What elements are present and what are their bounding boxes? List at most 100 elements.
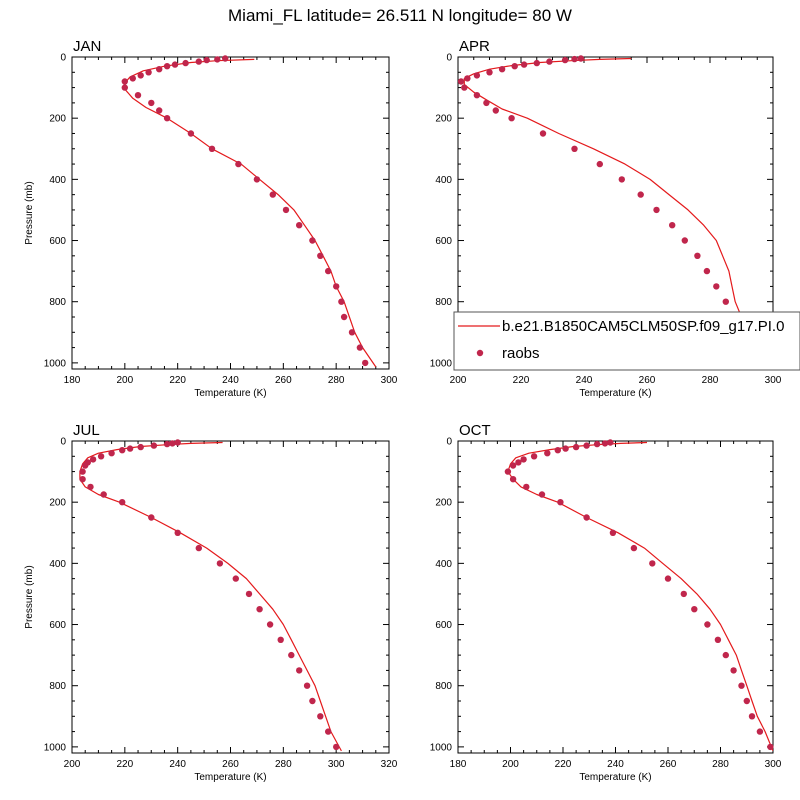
raobs-point	[498, 66, 506, 73]
x-tick-label: 240	[607, 759, 624, 770]
raobs-point	[156, 66, 163, 73]
raobs-point	[174, 529, 181, 536]
raobs-point	[309, 237, 316, 244]
legend-model-label: b.e21.B1850CAM5CLM50SP.f09_g17.PI.0	[502, 318, 784, 335]
raobs-point	[618, 176, 625, 183]
raobs-point	[533, 59, 540, 67]
y-tick-label: 600	[49, 236, 66, 247]
y-tick-label: 600	[435, 236, 452, 247]
raobs-point	[713, 283, 720, 290]
raobs-point	[195, 544, 202, 552]
legend-obs-label: raobs	[502, 345, 540, 362]
x-tick-label: 220	[169, 375, 186, 386]
x-tick-label: 200	[116, 375, 133, 386]
panel-oct: 180 200 220 240 260 280 300 0 200 400 600 800 1000 OC…	[430, 422, 782, 783]
x-axis-label: Temperature (K)	[194, 772, 266, 783]
raobs-point	[703, 267, 711, 275]
raobs-point	[577, 55, 585, 62]
raobs-point	[232, 575, 239, 582]
panel-label: OCT	[459, 422, 491, 439]
raobs-point	[538, 491, 546, 498]
x-tick-label: 220	[555, 759, 572, 770]
raobs-point	[756, 728, 764, 735]
raobs-point	[325, 728, 332, 735]
y-tick-label: 400	[49, 175, 66, 186]
panel-apr: 200 220 240 260 280 300 0 200 400 600 800 1000 APR Te…	[430, 38, 800, 399]
y-tick-label: 400	[435, 175, 452, 186]
raobs-point	[557, 499, 564, 506]
raobs-point	[288, 651, 295, 659]
raobs-point	[546, 58, 553, 65]
raobs-point	[464, 75, 471, 82]
raobs-point	[520, 61, 528, 68]
raobs-point	[583, 442, 590, 449]
legend-box	[453, 311, 800, 371]
raobs-point	[664, 575, 672, 582]
raobs-point	[601, 440, 609, 447]
raobs-point	[704, 621, 711, 628]
raobs-point	[362, 359, 369, 367]
raobs-point	[348, 329, 356, 336]
x-tick-label: 260	[275, 375, 292, 386]
x-tick-label: 320	[381, 759, 398, 770]
raobs-point	[714, 636, 722, 643]
raobs-point	[266, 621, 274, 628]
x-tick-label: 280	[702, 375, 719, 386]
raobs-point	[508, 115, 515, 122]
legend-obs-swatch	[476, 349, 484, 357]
raobs-point	[171, 61, 179, 68]
x-tick-label: 200	[502, 759, 519, 770]
raobs-point	[637, 191, 644, 198]
raobs-point	[554, 447, 561, 454]
x-tick-label: 220	[116, 759, 133, 770]
x-tick-label: 260	[639, 375, 656, 386]
raobs-point	[572, 443, 580, 451]
raobs-point	[174, 439, 181, 446]
raobs-point	[269, 191, 276, 198]
raobs-point	[530, 453, 538, 460]
raobs-point	[767, 743, 774, 751]
raobs-point	[743, 697, 750, 705]
raobs-point	[282, 206, 290, 214]
y-tick-label: 0	[60, 437, 66, 448]
raobs-point	[730, 667, 737, 674]
raobs-point	[515, 459, 522, 466]
raobs-point	[338, 298, 345, 305]
plot-frame	[457, 440, 774, 754]
raobs-point	[100, 491, 107, 498]
raobs-point	[722, 651, 729, 659]
raobs-point	[473, 92, 481, 99]
y-tick-label: 1000	[44, 742, 67, 753]
x-tick-label: 240	[169, 759, 186, 770]
x-tick-label: 300	[328, 759, 345, 770]
raobs-point	[121, 84, 128, 91]
x-tick-label: 280	[712, 759, 729, 770]
raobs-point	[738, 682, 745, 689]
raobs-point	[492, 107, 499, 114]
plot-frame	[71, 440, 390, 754]
y-tick-label: 1000	[430, 358, 453, 369]
raobs-point	[137, 72, 144, 79]
raobs-point	[169, 440, 176, 447]
raobs-point	[148, 99, 155, 107]
raobs-point	[325, 267, 332, 275]
raobs-point	[681, 237, 688, 244]
raobs-point	[129, 75, 136, 82]
raobs-point	[296, 222, 303, 229]
raobs-point	[561, 56, 569, 64]
plot-frame	[71, 56, 390, 370]
raobs-point	[583, 514, 590, 521]
raobs-point	[609, 529, 617, 536]
model-series-line	[463, 57, 761, 368]
raobs-point	[473, 72, 481, 79]
raobs-point	[89, 456, 97, 463]
raobs-point	[317, 252, 324, 259]
raobs-point	[253, 176, 261, 183]
raobs-point	[649, 560, 656, 567]
raobs-point	[457, 78, 465, 85]
y-tick-label: 0	[446, 437, 452, 448]
raobs-point	[82, 462, 89, 469]
raobs-point	[630, 544, 638, 552]
